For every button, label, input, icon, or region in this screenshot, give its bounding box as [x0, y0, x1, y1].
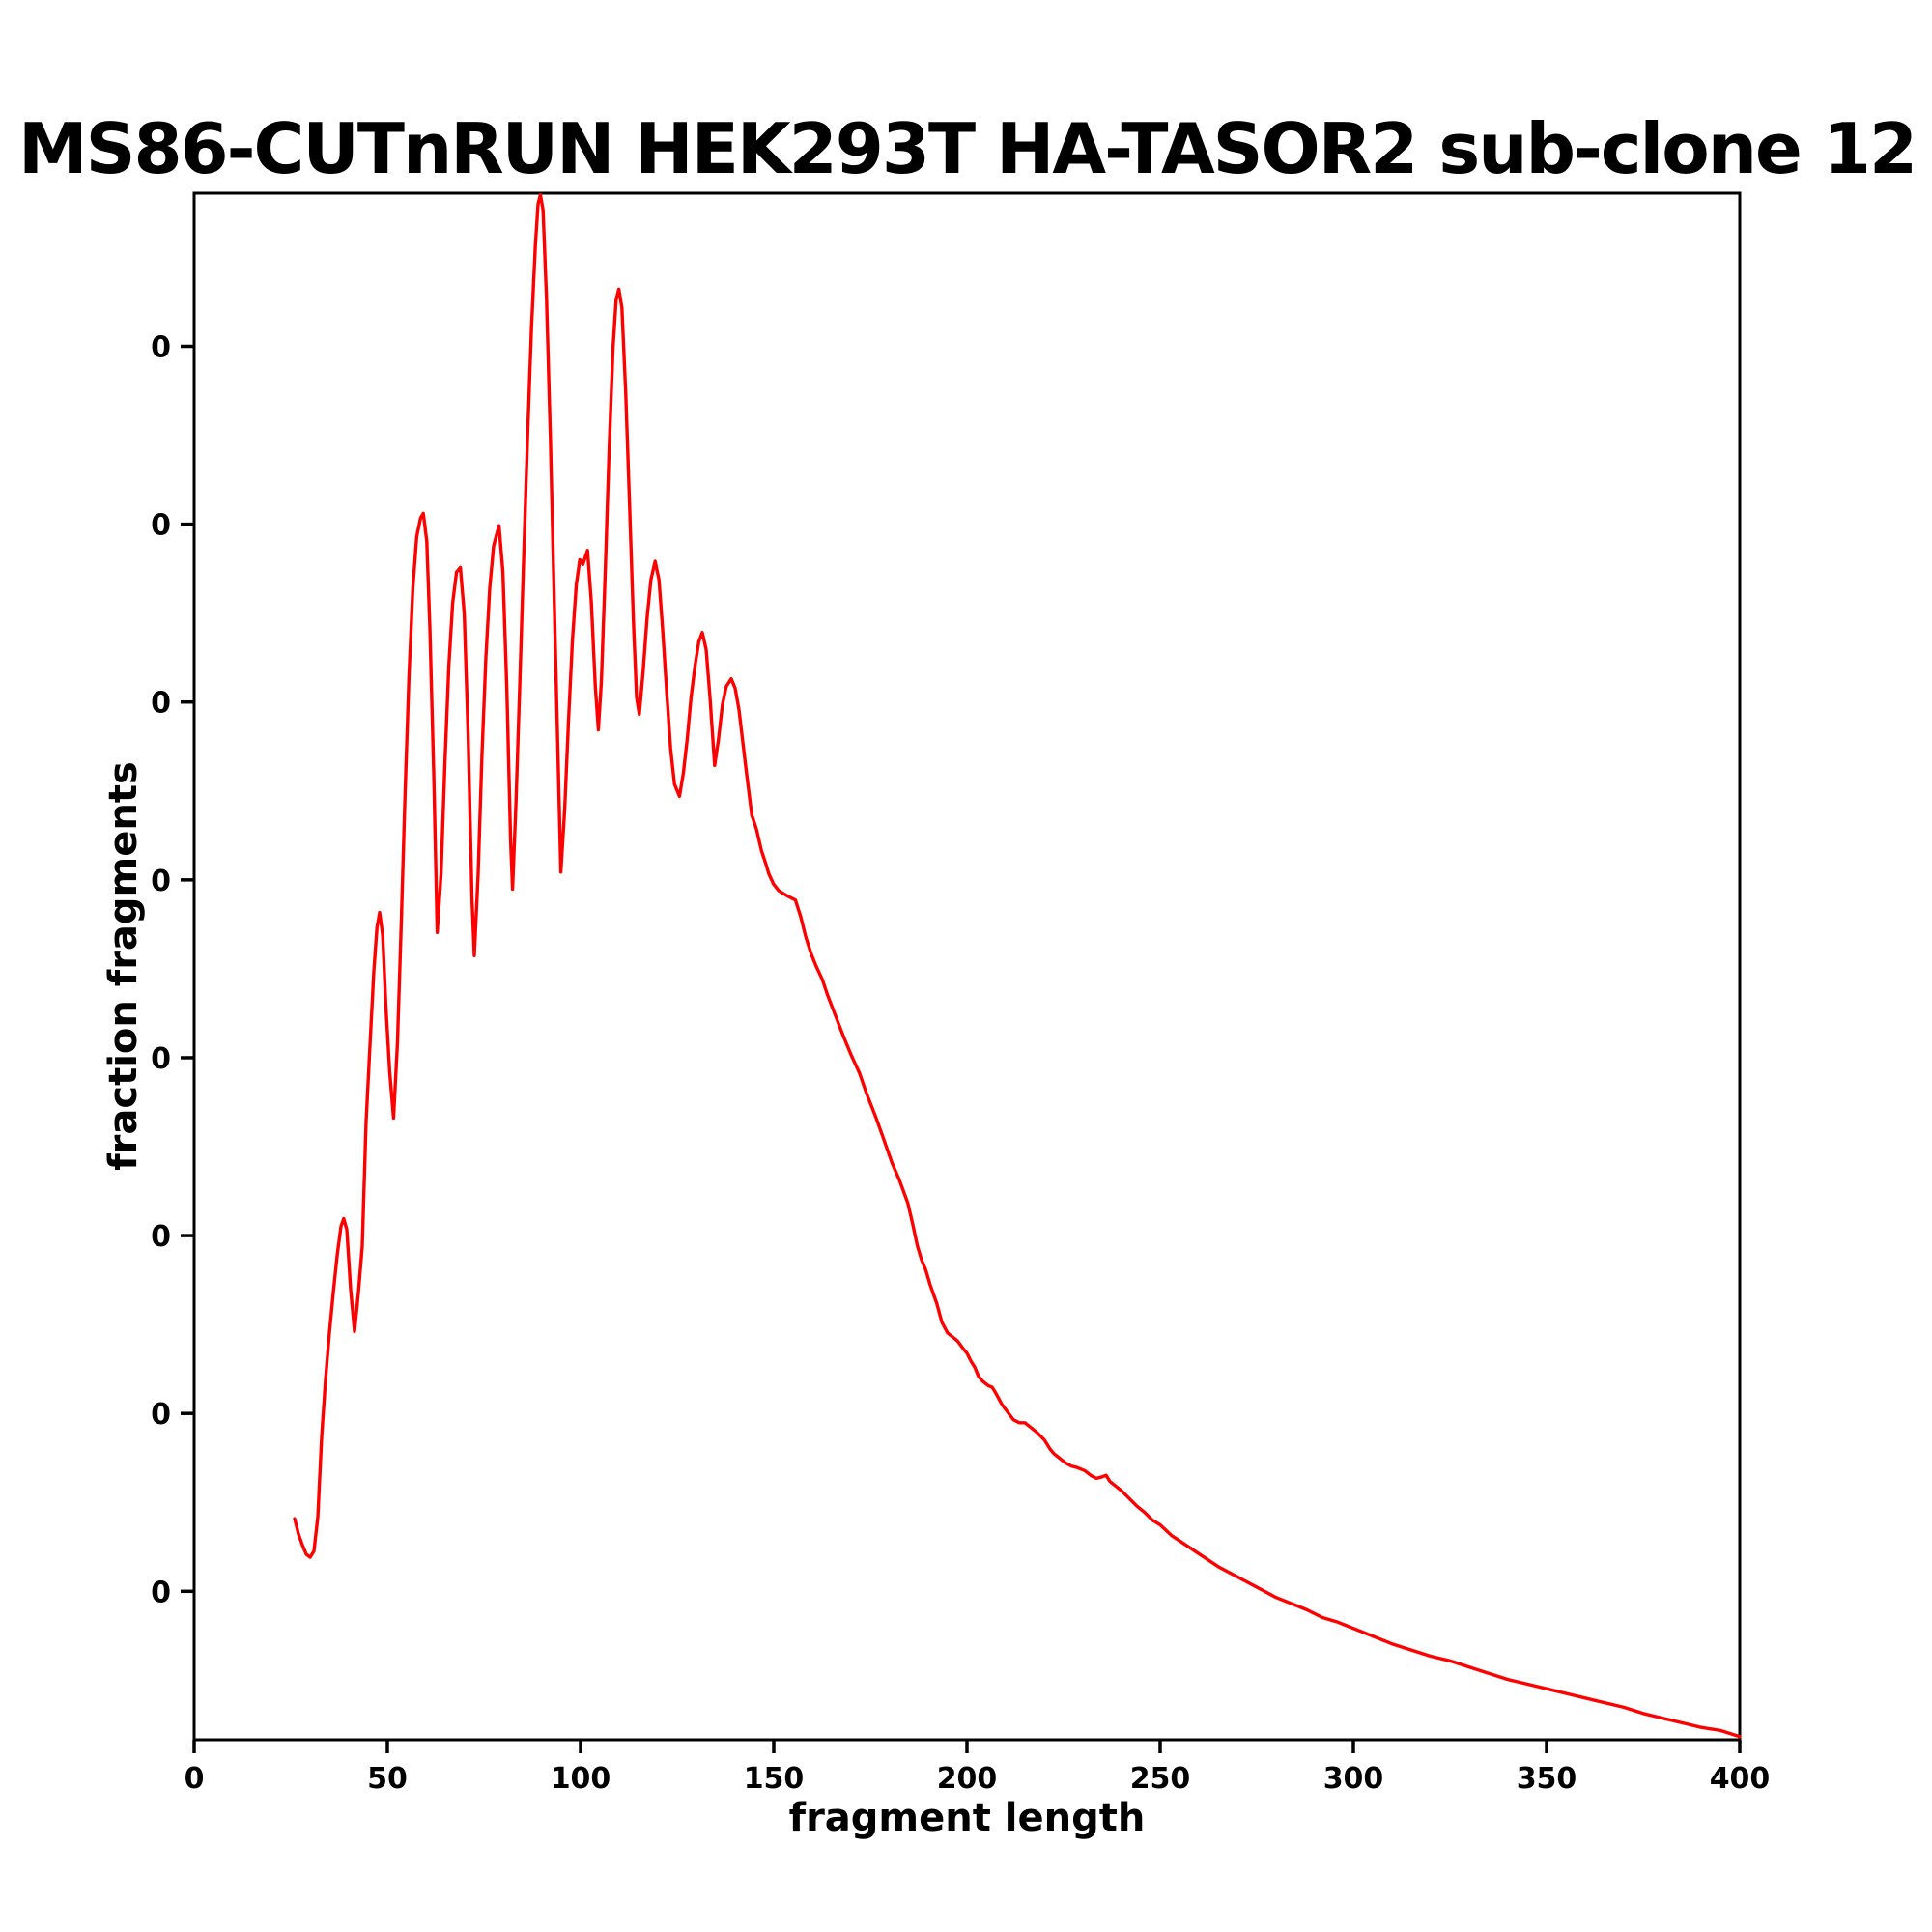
x-tick-label: 300	[1323, 1762, 1384, 1796]
y-tick-label: 0	[151, 509, 171, 543]
y-tick-label: 0	[151, 687, 171, 721]
x-axis-label: fragment length	[788, 1796, 1146, 1840]
x-tick-label: 200	[937, 1762, 998, 1796]
y-tick-label: 0	[151, 1398, 171, 1432]
y-tick-label: 0	[151, 865, 171, 898]
x-tick-label: 400	[1710, 1762, 1771, 1796]
axis-ticks: 0 50 100 150 200 250 300 350 400 0 0 0 0 0 0 0 0	[151, 330, 1770, 1796]
y-tick-label: 0	[151, 1576, 171, 1609]
x-tick-label: 350	[1517, 1762, 1577, 1796]
x-tick-label: 50	[367, 1762, 408, 1796]
chart-title: MS86-CUTnRUN HEK293T HA-TASOR2 sub-clone…	[17, 108, 1918, 189]
y-tick-label: 0	[151, 1042, 171, 1076]
y-tick-label: 0	[151, 330, 171, 364]
y-tick-label: 0	[151, 1220, 171, 1254]
data-line	[293, 192, 1742, 1739]
x-tick-label: 100	[551, 1762, 611, 1796]
x-tick-label: 150	[744, 1762, 805, 1796]
plot-frame	[192, 191, 1742, 1742]
x-tick-label: 250	[1130, 1762, 1191, 1796]
x-tick-label: 0	[185, 1762, 205, 1796]
